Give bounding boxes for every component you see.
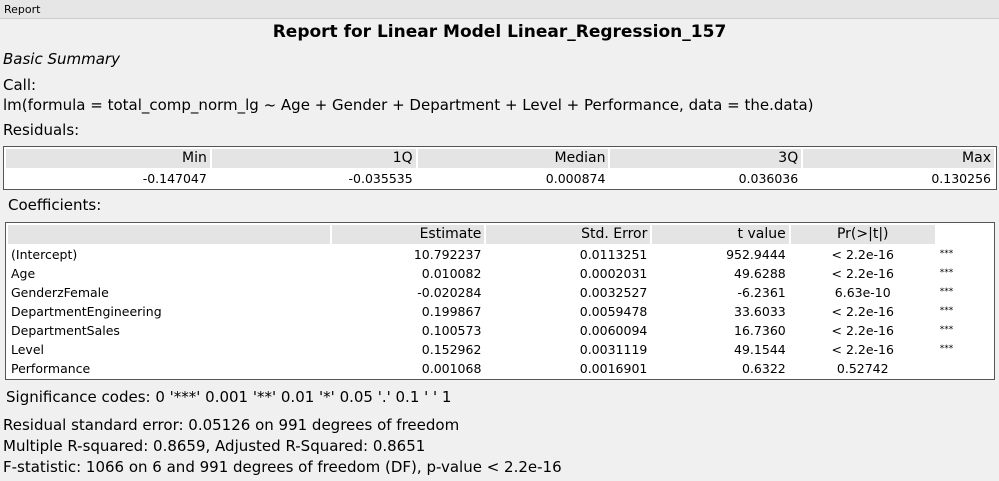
header-cell: 3Q xyxy=(610,149,802,168)
cell: GenderzFemale xyxy=(11,285,109,300)
significance-stars: *** xyxy=(939,325,954,335)
significance-stars xyxy=(937,360,992,377)
report-title: Report for Linear Model Linear_Regressio… xyxy=(272,22,727,42)
cell: 0.0002031 xyxy=(579,266,648,281)
cell: 0.0060094 xyxy=(579,323,648,338)
value-cell: -0.035535 xyxy=(348,171,413,186)
significance-codes: Significance codes: 0 '***' 0.001 '**' 0… xyxy=(6,388,452,406)
cell: 49.6288 xyxy=(734,266,786,281)
coefficient-row: Level 0.152962 0.0031119 49.1544 < 2.2e-16 **… xyxy=(8,341,992,358)
residuals-label: Residuals: xyxy=(3,121,80,139)
cell: 49.1544 xyxy=(734,342,786,357)
call-formula: lm(formula = total_comp_norm_lg ~ Age + … xyxy=(3,96,814,114)
header-cell: t value xyxy=(652,225,789,244)
header-cell: Pr(>|t|) xyxy=(790,225,935,244)
header-cell: Std. Error xyxy=(486,225,651,244)
cell: 33.6033 xyxy=(734,304,786,319)
coefficient-row: Age 0.010082 0.0002031 49.6288 < 2.2e-16 *** xyxy=(8,265,992,282)
cell: 0.0113251 xyxy=(579,247,648,262)
cell: 10.792237 xyxy=(413,247,482,262)
cell: < 2.2e-16 xyxy=(831,323,894,338)
value-cell: 0.130256 xyxy=(931,171,991,186)
header-row: Estimate Std. Error t value Pr(>|t|) xyxy=(8,225,992,244)
cell: 0.199867 xyxy=(421,304,482,319)
cell: 0.0031119 xyxy=(579,342,648,357)
cell: 952.9444 xyxy=(726,247,786,262)
cell: 0.0032527 xyxy=(579,285,648,300)
header-cell: Max xyxy=(803,149,994,168)
cell: -6.2361 xyxy=(737,285,786,300)
cell: 0.52742 xyxy=(836,361,889,376)
value-cell: 0.000874 xyxy=(545,171,606,186)
cell: 6.63e-10 xyxy=(834,285,891,300)
cell: 0.100573 xyxy=(421,323,482,338)
coefficient-row: DepartmentEngineering 0.199867 0.0059478 33… xyxy=(8,303,992,320)
header-cell: Estimate xyxy=(332,225,485,244)
call-label: Call: xyxy=(3,76,37,94)
coefficient-row: Performance 0.001068 0.0016901 0.6322 0.5274… xyxy=(8,360,992,377)
header-cell: 1Q xyxy=(211,149,416,168)
cell: 0.6322 xyxy=(741,361,786,376)
significance-stars: *** xyxy=(939,287,954,297)
coefficients-table: Estimate Std. Error t value Pr(>|t|) (Interc… xyxy=(5,222,995,380)
header-cell xyxy=(8,225,331,244)
header-cell: Min xyxy=(6,149,210,168)
cell: 0.0059478 xyxy=(579,304,648,319)
section-title: Basic Summary xyxy=(3,50,120,68)
blank-cell xyxy=(937,225,992,244)
cell: < 2.2e-16 xyxy=(831,304,894,319)
cell: 0.152962 xyxy=(421,342,482,357)
significance-stars: *** xyxy=(939,306,954,316)
header-row: Min 1Q Median 3Q Max xyxy=(6,149,994,168)
significance-stars: *** xyxy=(939,268,954,278)
header-cell: Median xyxy=(417,149,609,168)
cell: 16.7360 xyxy=(734,323,786,338)
residuals-table: Min 1Q Median 3Q Max -0.147047 -0.035535 0.0008… xyxy=(3,146,997,190)
stat-line: F-statistic: 1066 on 6 and 991 degrees o… xyxy=(3,458,562,476)
cell: 0.0016901 xyxy=(579,361,648,376)
value-row: -0.147047 -0.035535 0.000874 0.036036 0.1302… xyxy=(6,170,994,187)
coefficients-label: Coefficients: xyxy=(8,196,102,214)
coefficient-row: GenderzFemale -0.020284 0.0032527 -6.2361 6.… xyxy=(8,284,992,301)
cell: 0.010082 xyxy=(421,266,482,281)
cell: < 2.2e-16 xyxy=(831,247,894,262)
cell: Age xyxy=(11,266,36,281)
stat-line: Residual standard error: 0.05126 on 991 … xyxy=(3,416,460,434)
cell: (Intercept) xyxy=(11,247,78,262)
tab[interactable]: Report xyxy=(0,0,999,19)
value-cell: 0.036036 xyxy=(738,171,799,186)
significance-stars: *** xyxy=(939,344,954,354)
cell: Performance xyxy=(11,361,91,376)
cell: DepartmentSales xyxy=(11,323,120,338)
coefficient-row: DepartmentSales 0.100573 0.0060094 16.7360 <… xyxy=(8,322,992,339)
significance-stars: *** xyxy=(939,249,954,259)
value-cell: -0.147047 xyxy=(142,171,207,186)
cell: Level xyxy=(11,342,44,357)
coefficient-row: (Intercept) 10.792237 0.0113251 952.9444 < 2… xyxy=(8,246,992,263)
cell: < 2.2e-16 xyxy=(831,266,894,281)
cell: -0.020284 xyxy=(417,285,482,300)
cell: 0.001068 xyxy=(421,361,482,376)
cell: < 2.2e-16 xyxy=(831,342,894,357)
stat-line: Multiple R-squared: 0.8659, Adjusted R-S… xyxy=(3,437,426,455)
cell: DepartmentEngineering xyxy=(11,304,162,319)
